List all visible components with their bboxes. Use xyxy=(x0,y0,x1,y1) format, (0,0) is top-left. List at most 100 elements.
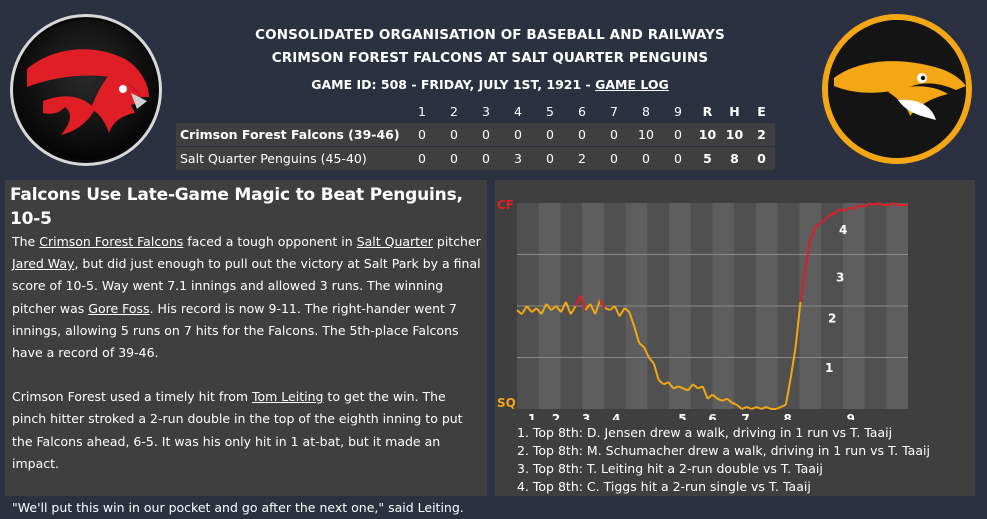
win-probability-segment xyxy=(604,307,611,312)
recap-text: to get the win. The pinch hitter stroked… xyxy=(12,389,463,471)
win-probability-segment xyxy=(716,397,723,402)
inning-score: 0 xyxy=(674,127,682,142)
inning-tick-label: 7 xyxy=(741,412,749,420)
win-probability-segment xyxy=(550,305,557,311)
key-play-item: 2. Top 8th: M. Schumacher drew a walk, d… xyxy=(517,443,930,458)
win-probability-segment xyxy=(829,212,836,217)
inning-tick-label: 6 xyxy=(708,412,716,420)
hits-total: 8 xyxy=(730,151,739,166)
inning-score: 3 xyxy=(514,151,522,166)
inning-score: 2 xyxy=(578,151,586,166)
win-probability-segment xyxy=(863,202,870,208)
win-probability-segment xyxy=(682,387,689,392)
win-probability-segment xyxy=(809,227,817,241)
recap-text: faced a tough opponent in xyxy=(183,234,357,249)
player-team-link[interactable]: Crimson Forest Falcons xyxy=(39,234,184,249)
inning-score: 0 xyxy=(578,127,586,142)
win-probability-segment xyxy=(673,385,679,390)
inning-header: 6 xyxy=(566,100,598,123)
game-info-text: GAME ID: 508 - FRIDAY, JULY 1ST, 1921 - xyxy=(311,77,596,92)
win-probability-segment xyxy=(789,347,797,379)
win-probability-segment xyxy=(736,404,743,410)
win-probability-chart: CF SQ 1 2 3 4 5 6 7 8 9 1 2 3 4 xyxy=(497,198,908,420)
inning-header: 4 xyxy=(502,100,534,123)
win-probability-segment xyxy=(756,406,762,410)
player-team-link[interactable]: Gore Foss xyxy=(88,300,150,316)
falcon-head-icon xyxy=(16,20,156,160)
win-probability-segment xyxy=(873,202,880,206)
win-probability-segment xyxy=(545,303,552,311)
win-probability-segment xyxy=(643,346,650,358)
recap-text: , but did just enough to pull out the vi… xyxy=(12,256,481,316)
win-probability-segment xyxy=(711,393,719,400)
inning-tick-label: 1 xyxy=(528,412,536,420)
win-probability-segment xyxy=(516,309,523,316)
win-probability-segment xyxy=(560,301,567,313)
win-probability-segment xyxy=(609,305,616,311)
win-probability-segment xyxy=(599,299,606,309)
runs-total: 10 xyxy=(698,127,717,142)
inning-tick-label: 2 xyxy=(552,412,560,420)
win-probability-segment xyxy=(799,268,807,303)
win-probability-segment xyxy=(794,301,802,348)
win-probability-segment xyxy=(741,406,748,410)
win-probability-segment xyxy=(784,377,792,406)
player-team-link[interactable]: Tom Leiting xyxy=(252,389,324,405)
win-probability-segment xyxy=(594,299,602,315)
win-probability-segment xyxy=(692,383,699,390)
inning-header: 9 xyxy=(662,100,694,123)
hits-total: 10 xyxy=(725,127,744,142)
key-play-marker: 3 xyxy=(836,270,844,284)
win-probability-segment xyxy=(731,401,738,406)
inning-tick-label: 3 xyxy=(582,412,590,420)
matchup-title: CRIMSON FOREST FALCONS AT SALT QUARTER P… xyxy=(271,50,709,66)
win-probability-segment xyxy=(687,383,694,392)
win-probability-segment xyxy=(775,406,782,410)
win-probability-segment xyxy=(677,385,684,390)
player-team-link[interactable]: Jared Way xyxy=(12,256,75,272)
win-probability-segment xyxy=(701,385,709,400)
runs-header: R xyxy=(694,100,721,123)
game-info: GAME ID: 508 - FRIDAY, JULY 1ST, 1921 - … xyxy=(175,75,805,95)
hits-header: H xyxy=(721,100,748,123)
player-team-link[interactable]: Salt Quarter xyxy=(356,234,433,249)
win-probability-segment xyxy=(804,239,812,270)
recap-text: The xyxy=(12,234,40,249)
win-probability-segment xyxy=(721,397,728,402)
inning-score: 0 xyxy=(610,151,618,166)
inning-tick-label: 4 xyxy=(612,412,620,420)
inning-header: 8 xyxy=(630,100,662,123)
recap-text: Crimson Forest used a timely hit from xyxy=(12,389,252,405)
inning-score: 0 xyxy=(610,127,618,142)
inning-score: 0 xyxy=(450,127,458,142)
win-probability-segment xyxy=(834,208,841,215)
inning-score: 0 xyxy=(642,151,650,166)
win-probability-segment xyxy=(531,307,538,313)
win-probability-segment xyxy=(878,202,884,206)
recap-text: . His record is now 9-11. The right-hand… xyxy=(12,300,459,361)
errors-total: 0 xyxy=(757,151,766,166)
penguins-logo xyxy=(822,14,972,164)
win-probability-segment xyxy=(628,311,636,327)
win-probability-segment xyxy=(652,363,660,381)
win-probability-segment xyxy=(574,295,582,307)
team-name[interactable]: Salt Quarter Penguins (45-40) xyxy=(180,151,367,166)
inning-tick-label: 5 xyxy=(678,412,686,420)
inning-score: 0 xyxy=(546,151,554,166)
linescore-row-away: Crimson Forest Falcons (39-46) 0 0 0 0 0… xyxy=(176,123,775,147)
win-probability-segment xyxy=(765,406,772,410)
win-probability-segment xyxy=(623,307,631,313)
team-name[interactable]: Crimson Forest Falcons (39-46) xyxy=(180,127,400,142)
win-probability-segment xyxy=(540,303,548,315)
inning-score: 0 xyxy=(674,151,682,166)
win-probability-segment xyxy=(780,403,787,408)
win-probability-segment xyxy=(726,397,733,404)
game-log-link[interactable]: GAME LOG xyxy=(595,77,669,92)
linescore-header-row: 1 2 3 4 5 6 7 8 9 R H E xyxy=(176,100,775,123)
win-probability-segment xyxy=(663,381,669,386)
win-probability-segment xyxy=(535,307,543,315)
win-probability-segment xyxy=(638,342,645,348)
win-probability-segment xyxy=(667,381,675,390)
win-probability-segment xyxy=(760,406,767,410)
win-probability-panel: CF SQ 1 2 3 4 5 6 7 8 9 1 2 3 4 1. Top 8th: D. Jensen … xyxy=(495,180,975,496)
